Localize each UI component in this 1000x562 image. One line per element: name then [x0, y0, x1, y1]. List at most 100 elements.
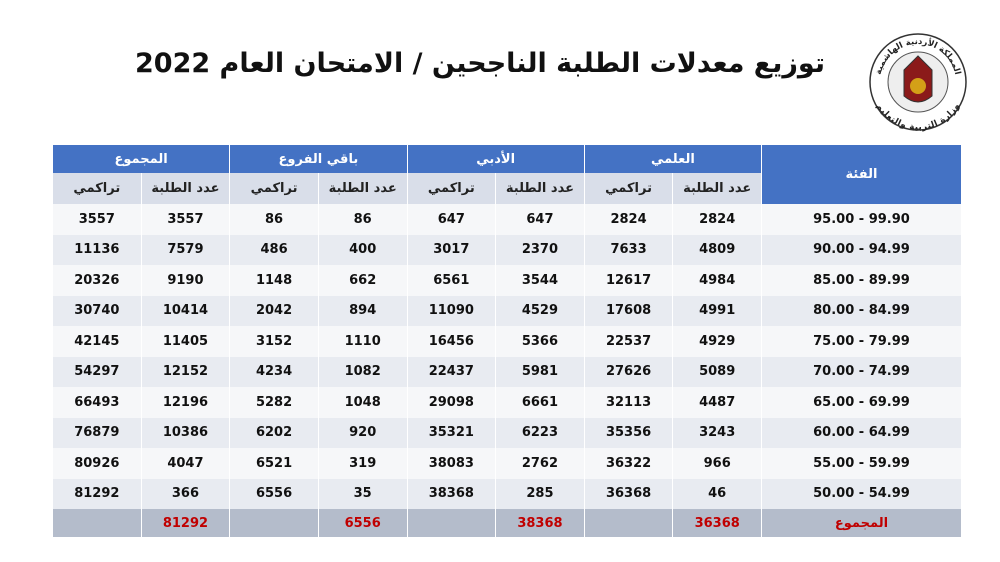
data-row: 99.90 - 95.00 2824 2824 647 647 86 86 3557 3557: [52, 204, 962, 235]
value-cell: 285: [495, 478, 585, 509]
data-row: 69.99 - 65.00 4487 32113 6661 29098 1048 5282 1…: [52, 387, 962, 418]
title: توزيع معدلات الطلبة الناجحين / الامتحان …: [135, 48, 825, 79]
total-row: المجموع 36368 38368 6556 81292: [52, 509, 962, 537]
value-cell: 5282: [229, 387, 319, 418]
value-cell: 894: [317, 295, 408, 326]
data-row: 79.99 - 75.00 4929 22537 5366 16456 1110 3152 1…: [52, 326, 962, 357]
range-cell: 69.99 - 65.00: [761, 387, 962, 418]
value-cell: 4929: [672, 326, 762, 357]
logo: المملكة الأردنية الهاشمية وزارة التربية …: [869, 33, 967, 133]
value-cell: 4234: [229, 356, 319, 387]
value-cell: 4529: [495, 295, 585, 326]
value-cell: 32113: [583, 387, 674, 418]
value-cell: 4487: [672, 387, 762, 418]
value-cell: 6556: [229, 478, 319, 509]
value-cell: 3544: [495, 265, 585, 296]
subheader: عدد الطلبة: [140, 173, 231, 204]
data-row: 64.99 - 60.00 3243 35356 6223 35321 920 6202 10…: [52, 417, 962, 448]
value-cell: 3152: [229, 326, 319, 357]
value-cell: 486: [229, 234, 319, 265]
value-cell: 35321: [406, 417, 497, 448]
value-cell: 3557: [140, 204, 231, 235]
value-cell: 29098: [406, 387, 497, 418]
value-cell: 2824: [672, 204, 762, 235]
total-cell: [406, 509, 497, 537]
subheader: تراكمي: [52, 173, 142, 204]
value-cell: 966: [672, 448, 762, 479]
value-cell: 647: [495, 204, 585, 235]
value-cell: 920: [317, 417, 408, 448]
value-cell: 20326: [52, 265, 142, 296]
value-cell: 5366: [495, 326, 585, 357]
total-cell: [229, 509, 319, 537]
value-cell: 81292: [52, 478, 142, 509]
total-cell: 38368: [495, 509, 585, 537]
value-cell: 86: [229, 204, 319, 235]
value-cell: 36322: [583, 448, 674, 479]
value-cell: 6223: [495, 417, 585, 448]
header-row: الفئة العلمي الأدبي باقي الفروع المجموع: [51, 145, 962, 204]
value-cell: 7633: [583, 234, 674, 265]
value-cell: 1148: [229, 265, 319, 296]
group-header: المجموع: [51, 145, 231, 173]
group-header: الأدبي: [406, 145, 585, 173]
value-cell: 647: [406, 204, 497, 235]
value-cell: 11405: [140, 326, 231, 357]
value-cell: 76879: [52, 417, 142, 448]
range-cell: 94.99 - 90.00: [761, 234, 962, 265]
range-cell: 59.99 - 55.00: [761, 448, 962, 479]
value-cell: 27626: [583, 356, 674, 387]
value-cell: 22537: [583, 326, 674, 357]
value-cell: 9190: [140, 265, 231, 296]
value-cell: 3017: [406, 234, 497, 265]
value-cell: 7579: [140, 234, 231, 265]
value-cell: 38368: [406, 478, 497, 509]
value-cell: 6521: [229, 448, 319, 479]
value-cell: 38083: [406, 448, 497, 479]
category-header: الفئة: [761, 145, 962, 204]
subheader: عدد الطلبة: [672, 173, 762, 204]
value-cell: 6202: [229, 417, 319, 448]
group-header: العلمي: [583, 145, 763, 173]
data-row: 89.99 - 85.00 4984 12617 3544 6561 662 1148 919…: [52, 265, 962, 296]
range-cell: 64.99 - 60.00: [761, 417, 962, 448]
value-cell: 35: [317, 478, 408, 509]
emblem-center: [910, 78, 926, 94]
value-cell: 5981: [495, 356, 585, 387]
value-cell: 319: [317, 448, 408, 479]
value-cell: 1082: [317, 356, 408, 387]
value-cell: 36368: [583, 478, 674, 509]
value-cell: 46: [672, 478, 762, 509]
range-cell: 54.99 - 50.00: [761, 478, 962, 509]
value-cell: 4984: [672, 265, 762, 296]
value-cell: 30740: [52, 295, 142, 326]
subheader: عدد الطلبة: [495, 173, 585, 204]
value-cell: 12196: [140, 387, 231, 418]
range-cell: 99.90 - 95.00: [761, 204, 962, 235]
range-cell: 79.99 - 75.00: [761, 326, 962, 357]
subheader: تراكمي: [583, 173, 674, 204]
total-cell: [52, 509, 142, 537]
value-cell: 10414: [140, 295, 231, 326]
data-row: 84.99 - 80.00 4991 17608 4529 11090 894 2042 10…: [52, 295, 962, 326]
value-cell: 4809: [672, 234, 762, 265]
value-cell: 42145: [52, 326, 142, 357]
value-cell: 366: [140, 478, 231, 509]
data-row: 94.99 - 90.00 4809 7633 2370 3017 400 486 7579 1…: [52, 234, 962, 265]
group-header: باقي الفروع: [229, 145, 408, 173]
value-cell: 11090: [406, 295, 497, 326]
value-cell: 1048: [317, 387, 408, 418]
value-cell: 54297: [52, 356, 142, 387]
value-cell: 11136: [52, 234, 142, 265]
value-cell: 5089: [672, 356, 762, 387]
range-cell: 74.99 - 70.00: [761, 356, 962, 387]
value-cell: 4991: [672, 295, 762, 326]
value-cell: 6661: [495, 387, 585, 418]
subheader: عدد الطلبة: [317, 173, 408, 204]
value-cell: 12617: [583, 265, 674, 296]
value-cell: 86: [317, 204, 408, 235]
range-cell: 84.99 - 80.00: [761, 295, 962, 326]
total-cell: 6556: [317, 509, 408, 537]
